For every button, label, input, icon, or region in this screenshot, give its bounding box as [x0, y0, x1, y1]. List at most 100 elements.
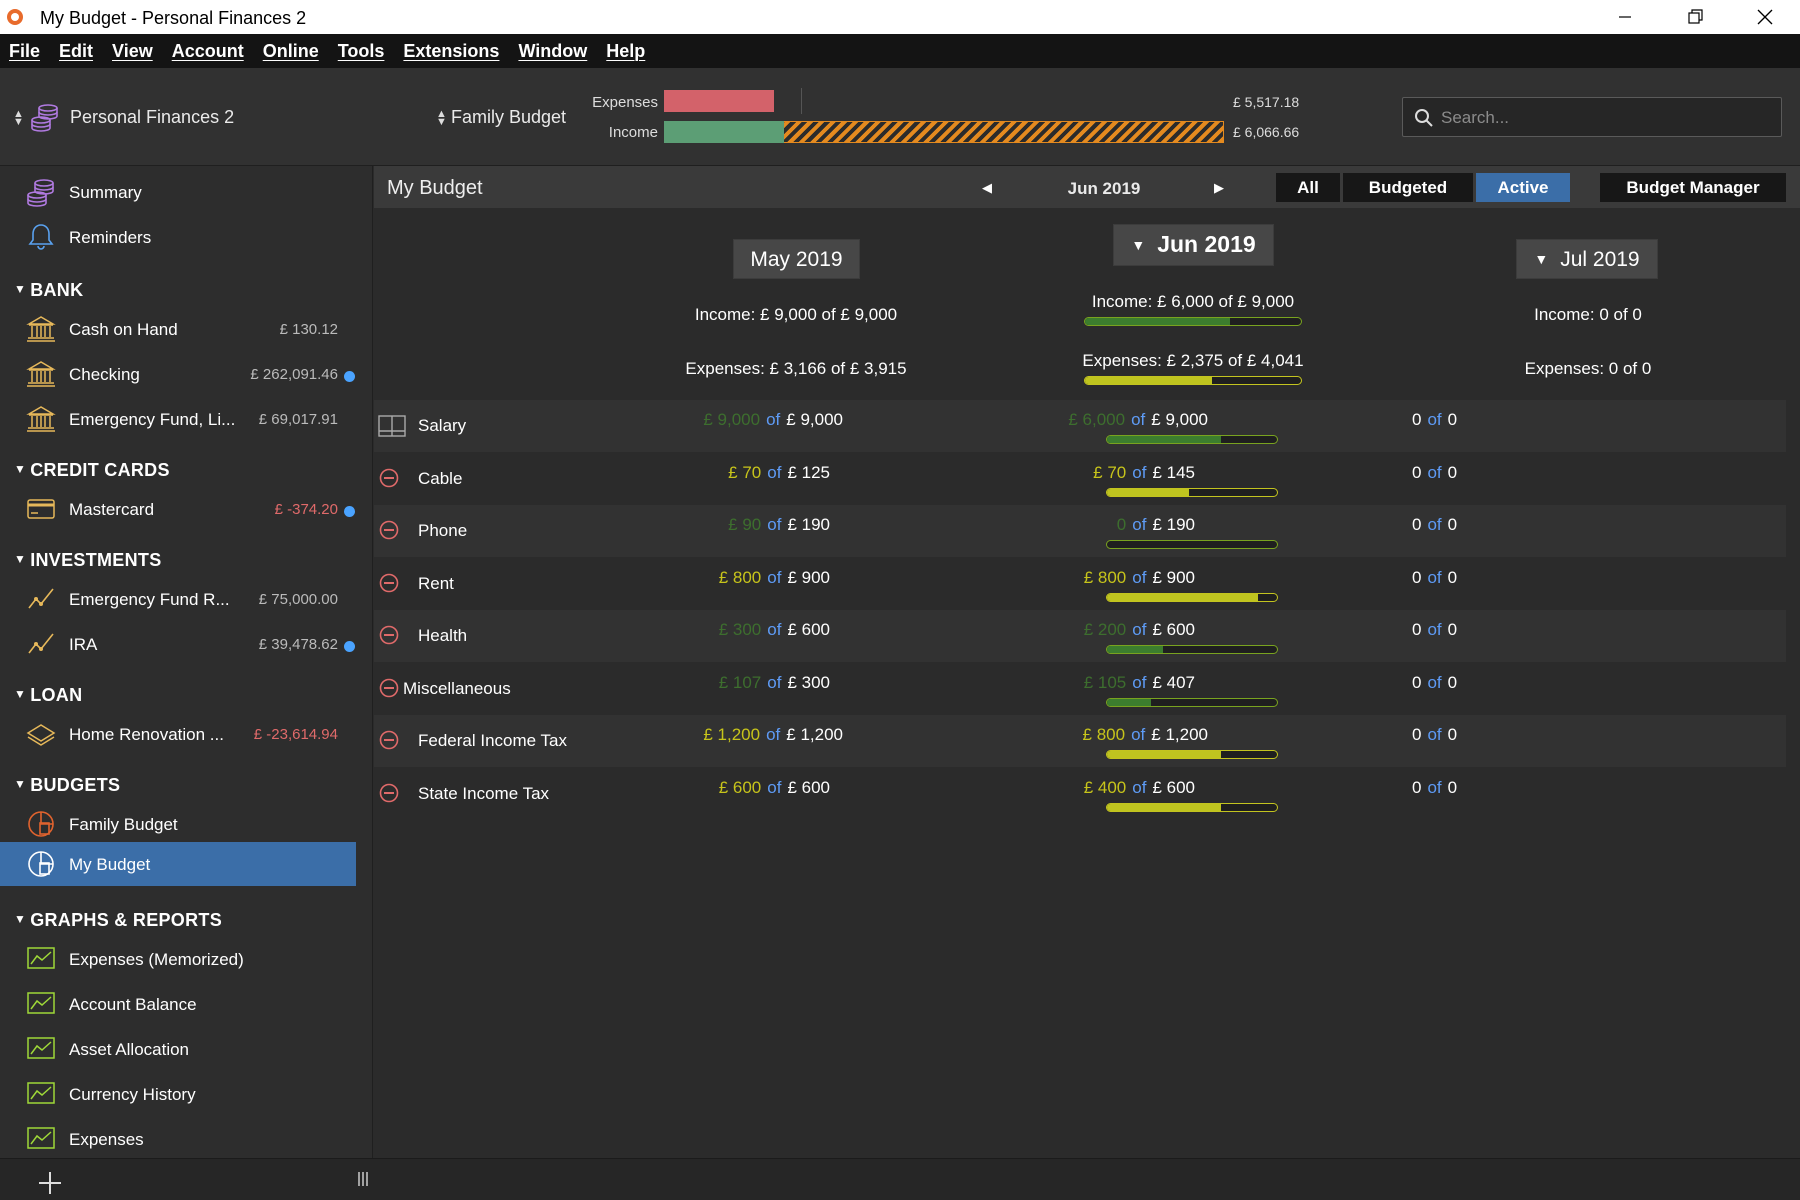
section-loan[interactable]: ▼ LOAN — [14, 685, 83, 705]
section-credit-cards-label: CREDIT CARDS — [30, 460, 170, 480]
sidebar-item-reminders[interactable]: Reminders — [0, 215, 373, 259]
menu-account[interactable]: Account — [171, 40, 244, 61]
section-bank[interactable]: ▼ BANK — [14, 280, 84, 300]
menu-window[interactable]: Window — [518, 40, 588, 61]
sidebar-item-report-expenses[interactable]: Expenses — [0, 1117, 373, 1161]
budget-switch-icon[interactable]: ▲ ▼ — [436, 108, 447, 128]
sidebar-item-mastercard[interactable]: Mastercard £ -374.20 — [0, 487, 373, 531]
may-cell: £ 107 of £ 300 — [719, 673, 830, 693]
sidebar-item-ira[interactable]: IRA £ 39,478.62 — [0, 622, 373, 666]
jun-cell: £ 800 of £ 900 — [1084, 568, 1195, 588]
period-label: Jun 2019 — [1067, 179, 1141, 198]
close-icon[interactable] — [1730, 0, 1800, 34]
menu-edit[interactable]: Edit — [59, 40, 94, 61]
bank-icon — [26, 316, 56, 342]
jun-cell: £ 200 of £ 600 — [1084, 620, 1195, 640]
menu-help[interactable]: Help — [606, 40, 646, 61]
month-may-button[interactable]: May 2019 — [733, 239, 860, 279]
account-switch-icon[interactable]: ▲ ▼ — [13, 108, 24, 128]
jul-spent: 0 — [1412, 725, 1422, 744]
sidebar-item-summary[interactable]: Summary — [0, 170, 373, 214]
expense-category-icon — [379, 468, 399, 487]
jun-spent: £ 6,000 — [1068, 410, 1126, 429]
page-title: My Budget — [387, 177, 483, 199]
sidebar-item-family-budget[interactable]: Family Budget — [0, 802, 373, 846]
sidebar-item-report-expenses-memorized[interactable]: Expenses (Memorized) — [0, 937, 373, 981]
sidebar-item-home-renovation[interactable]: Home Renovation ... £ -23,614.94 — [0, 712, 373, 756]
section-graphs-reports[interactable]: ▼ GRAPHS & REPORTS — [14, 910, 223, 930]
report-chart-icon — [27, 1082, 55, 1104]
sidebar-item-report-account-balance[interactable]: Account Balance — [0, 982, 373, 1026]
section-credit-cards[interactable]: ▼ CREDIT CARDS — [14, 460, 170, 480]
search-input[interactable]: Search... — [1402, 97, 1782, 137]
jul-spent: 0 — [1412, 515, 1422, 534]
month-jul-button[interactable]: ▼ Jul 2019 — [1516, 239, 1658, 279]
may-spent: £ 107 — [718, 672, 762, 692]
table-row[interactable]: Rent £ 800 of £ 900 £ 800 of £ 900 0 of 0 — [374, 558, 1786, 610]
category-label: Federal Income Tax — [418, 731, 567, 750]
menu-view[interactable]: View — [112, 40, 153, 61]
sidebar-item-checking[interactable]: Checking £ 262,091.46 — [0, 352, 373, 396]
filter-budgeted-button[interactable]: Budgeted — [1343, 173, 1473, 202]
menu-online[interactable]: Online — [262, 40, 319, 61]
may-cell: £ 800 of £ 900 — [719, 568, 830, 588]
bank-icon — [26, 406, 56, 432]
table-row[interactable]: Health £ 300 of £ 600 £ 200 of £ 600 0 of 0 — [374, 610, 1786, 662]
table-row[interactable]: Phone £ 90 of £ 190 0 of £ 190 0 of 0 — [374, 505, 1786, 557]
minimize-icon[interactable] — [1590, 0, 1660, 34]
jul-total: 0 — [1447, 462, 1458, 482]
of-label: of — [1427, 777, 1442, 797]
sidebar-item-emergency-fund[interactable]: Emergency Fund, Li... £ 69,017.91 — [0, 397, 373, 441]
may-spent: £ 300 — [718, 620, 762, 639]
table-row[interactable]: Cable £ 70 of £ 125 £ 70 of £ 145 0 of 0 — [374, 453, 1786, 505]
resize-handle-icon[interactable] — [357, 1171, 369, 1187]
month-label: Jul 2019 — [1560, 248, 1640, 271]
add-icon[interactable] — [38, 1171, 62, 1195]
sidebar-item-my-budget[interactable]: My Budget — [0, 842, 373, 886]
budget-manager-button[interactable]: Budget Manager — [1600, 173, 1786, 202]
table-row[interactable]: Salary £ 9,000 of £ 9,000 £ 6,000 of £ 9,000 0 o… — [374, 400, 1786, 452]
jul-cell: 0 of 0 — [1412, 725, 1457, 745]
next-period-icon[interactable]: ▶ — [1214, 180, 1224, 195]
sidebar-item-report-currency-history[interactable]: Currency History — [0, 1072, 373, 1116]
menu-tools[interactable]: Tools — [337, 40, 385, 61]
jul-cell: 0 of 0 — [1412, 410, 1457, 430]
may-cell: £ 70 of £ 125 — [728, 463, 830, 483]
may-cell: £ 300 of £ 600 — [719, 620, 830, 640]
menu-extensions[interactable]: Extensions — [403, 40, 500, 61]
jul-cell: 0 of 0 — [1412, 515, 1457, 535]
sidebar-item-label: Family Budget — [69, 815, 178, 834]
account-selector[interactable]: Personal Finances 2 — [70, 107, 235, 127]
menu-file[interactable]: File — [9, 40, 41, 61]
table-row[interactable]: Miscellaneous £ 107 of £ 300 £ 105 of £ 407 0 of… — [374, 663, 1786, 715]
sidebar-footer — [0, 1158, 1800, 1200]
prev-period-icon[interactable]: ◀ — [982, 180, 992, 195]
section-budgets[interactable]: ▼ BUDGETS — [14, 775, 121, 795]
restore-icon[interactable] — [1660, 0, 1730, 34]
table-row[interactable]: Federal Income Tax £ 1,200 of £ 1,200 £ 800 o… — [374, 715, 1786, 767]
sidebar-item-cash-on-hand[interactable]: Cash on Hand £ 130.12 — [0, 307, 373, 351]
filter-all-button[interactable]: All — [1276, 173, 1340, 202]
may-spent: £ 600 — [718, 777, 762, 797]
budget-selector[interactable]: Family Budget — [451, 107, 567, 127]
sidebar-item-emergency-fund-r[interactable]: Emergency Fund R... £ 75,000.00 — [0, 577, 373, 621]
category-label: Salary — [418, 416, 467, 435]
section-investments[interactable]: ▼ INVESTMENTS — [14, 550, 162, 570]
unreconciled-dot-icon — [344, 506, 355, 517]
of-label: of — [767, 620, 782, 639]
income-label: Income — [608, 124, 658, 141]
month-jun-button[interactable]: ▼ Jun 2019 — [1113, 224, 1274, 266]
coins-icon — [31, 104, 58, 132]
jul-total: 0 — [1447, 515, 1458, 534]
jul-cell: 0 of 0 — [1412, 778, 1457, 798]
category-label: Miscellaneous — [403, 678, 511, 698]
jun-cell: £ 6,000 of £ 9,000 — [1068, 410, 1208, 430]
sidebar-item-label: Expenses (Memorized) — [69, 950, 244, 969]
table-row[interactable]: State Income Tax £ 600 of £ 600 £ 400 of £ 600… — [374, 768, 1786, 820]
filter-active-button[interactable]: Active — [1476, 173, 1570, 202]
of-label: of — [1132, 567, 1147, 587]
jun-progress-bar — [1106, 487, 1278, 497]
jun-spent: £ 200 — [1083, 620, 1127, 639]
sidebar-item-report-asset-allocation[interactable]: Asset Allocation — [0, 1027, 373, 1071]
jun-spent: 0 — [1116, 515, 1127, 534]
